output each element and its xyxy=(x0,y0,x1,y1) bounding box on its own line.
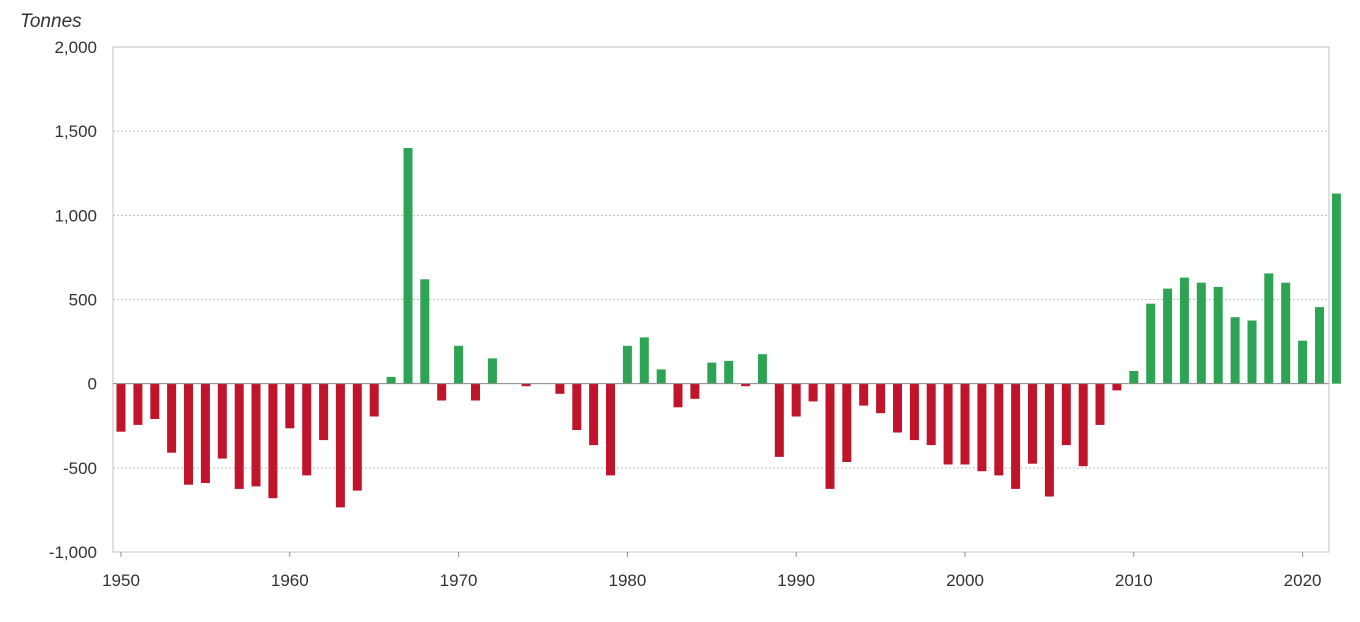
bar-2000 xyxy=(960,383,970,465)
bar-1972 xyxy=(487,358,497,384)
bar-1979 xyxy=(606,383,615,476)
x-tick-label: 1990 xyxy=(777,571,815,590)
bar-1982 xyxy=(656,369,666,384)
bar-2018 xyxy=(1264,273,1274,384)
bar-2002 xyxy=(994,383,1004,476)
plot-frame xyxy=(112,46,1330,553)
bar-1991 xyxy=(808,383,818,402)
bar-2005 xyxy=(1044,383,1054,497)
bar-1986 xyxy=(724,360,734,384)
y-tick-label: -500 xyxy=(63,459,97,478)
y-axis-unit-label: Tonnes xyxy=(20,11,82,32)
y-tick-label: 2,000 xyxy=(54,38,97,57)
bar-1969 xyxy=(437,383,447,401)
bar-2019 xyxy=(1281,282,1291,384)
bar-2007 xyxy=(1078,383,1088,467)
bar-1988 xyxy=(757,354,767,384)
bar-1967 xyxy=(403,148,413,384)
bar-1983 xyxy=(673,383,683,408)
bar-1981 xyxy=(639,337,649,384)
bar-1984 xyxy=(690,383,700,399)
bar-1987 xyxy=(741,383,751,387)
bar-1994 xyxy=(859,383,869,406)
bar-1995 xyxy=(876,383,886,414)
bar-1990 xyxy=(791,383,801,417)
bar-2016 xyxy=(1230,317,1240,384)
y-tick-label: 500 xyxy=(69,291,97,310)
bar-1958 xyxy=(251,383,261,487)
bar-2001 xyxy=(977,383,987,472)
bar-1992 xyxy=(825,383,835,489)
bar-1978 xyxy=(589,383,599,446)
bar-1980 xyxy=(622,345,632,384)
bar-2022 xyxy=(1331,193,1341,384)
bar-2009 xyxy=(1112,383,1122,391)
bar-1952 xyxy=(150,383,160,419)
bar-2012 xyxy=(1163,288,1173,384)
bar-1955 xyxy=(200,383,210,483)
bar-1964 xyxy=(352,383,362,491)
bar-1960 xyxy=(285,383,295,429)
y-tick-label: -1,000 xyxy=(49,543,97,562)
bar-1985 xyxy=(707,362,717,384)
y-tick-label: 1,000 xyxy=(54,206,97,225)
bar-1959 xyxy=(268,383,278,499)
bar-1976 xyxy=(555,383,565,394)
bar-2004 xyxy=(1028,383,1037,464)
bar-1998 xyxy=(926,383,936,446)
bar-1963 xyxy=(335,383,345,508)
bar-1950 xyxy=(116,383,126,432)
bar-1977 xyxy=(572,383,582,430)
bar-1956 xyxy=(217,383,227,459)
x-tick-label: 2000 xyxy=(946,571,984,590)
bar-2021 xyxy=(1315,307,1324,384)
x-axis-ticks: 1950 1960 1970 1980 1990 2000 2010 2020 xyxy=(102,552,1322,590)
x-tick-label: 1950 xyxy=(102,571,140,590)
bar-2003 xyxy=(1011,383,1021,489)
y-axis-ticks: -1,000 -500 0 500 1,000 1,500 2,000 xyxy=(49,38,97,562)
y-tick-label: 0 xyxy=(88,375,97,394)
x-tick-label: 2010 xyxy=(1115,571,1153,590)
bar-1966 xyxy=(386,376,396,384)
bar-1954 xyxy=(184,383,193,485)
x-tick-label: 1960 xyxy=(271,571,309,590)
x-tick-label: 1970 xyxy=(440,571,478,590)
bar-1962 xyxy=(319,383,329,441)
y-tick-label: 1,500 xyxy=(54,122,97,141)
bars xyxy=(116,148,1341,508)
bar-2006 xyxy=(1061,383,1071,446)
bar-1957 xyxy=(234,383,244,489)
bar-2008 xyxy=(1095,383,1105,425)
bar-2014 xyxy=(1196,282,1206,384)
bar-1997 xyxy=(909,383,919,441)
x-tick-label: 2020 xyxy=(1284,571,1322,590)
bar-1971 xyxy=(471,383,480,401)
bar-1961 xyxy=(302,383,312,476)
bar-1953 xyxy=(167,383,177,453)
x-tick-label: 1980 xyxy=(608,571,646,590)
bar-2015 xyxy=(1213,286,1223,384)
bar-1970 xyxy=(454,345,464,384)
bar-1996 xyxy=(893,383,902,433)
bar-1993 xyxy=(842,383,852,462)
bar-2017 xyxy=(1247,320,1257,384)
bar-2013 xyxy=(1179,277,1189,384)
bar-2011 xyxy=(1146,303,1156,384)
bar-2020 xyxy=(1298,340,1308,384)
bar-1968 xyxy=(420,279,430,384)
bar-1974 xyxy=(521,383,531,387)
bar-2010 xyxy=(1129,371,1139,384)
bar-1951 xyxy=(133,383,143,425)
bar-1999 xyxy=(943,383,953,465)
bar-1965 xyxy=(369,383,379,417)
gridlines xyxy=(113,130,1329,469)
bar-1989 xyxy=(774,383,784,457)
